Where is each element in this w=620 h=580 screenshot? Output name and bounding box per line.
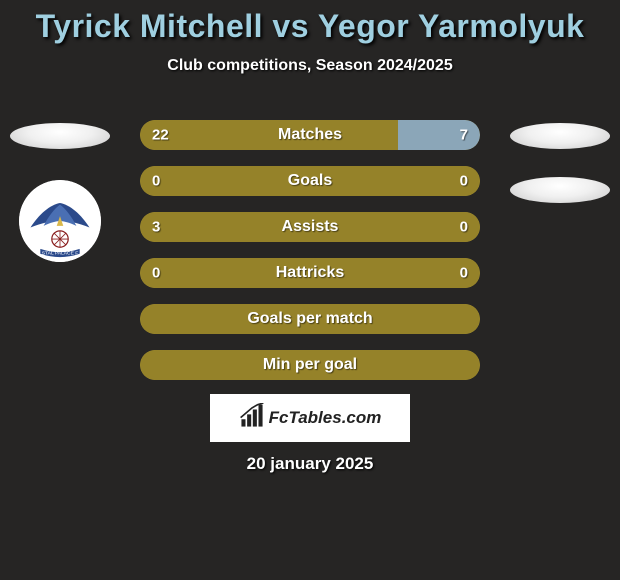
subtitle: Club competitions, Season 2024/2025 [0,57,620,75]
stat-row: Hattricks 0 0 [140,258,480,288]
stat-row: Goals 0 0 [140,166,480,196]
stat-value-left: 0 [152,173,160,190]
svg-text:STAL PALACE F: STAL PALACE F [42,251,78,257]
stat-value-left: 0 [152,265,160,282]
page-title: Tyrick Mitchell vs Yegor Yarmolyuk [0,0,620,45]
player-right-placeholder-2 [510,177,610,203]
stat-value-right: 0 [460,265,468,282]
brand-chart-icon [239,403,265,434]
stat-label: Min per goal [263,356,357,374]
brand-text: FcTables.com [269,408,382,428]
stat-label: Matches [278,126,342,144]
stat-row: Assists 3 0 [140,212,480,242]
stat-value-left: 3 [152,219,160,236]
brand-box: FcTables.com [210,394,410,442]
comparison-bars: Matches227Goals00Assists30Hattricks00Goa… [140,120,480,396]
club-badge-left: STAL PALACE F [19,180,101,262]
player-left-placeholder [10,123,110,149]
stat-value-right: 7 [460,127,468,144]
stat-label: Goals [288,172,332,190]
stat-row: Min per goal [140,350,480,380]
stat-label: Assists [282,218,339,236]
date-label: 20 january 2025 [0,454,620,474]
stat-label: Goals per match [247,310,372,328]
stat-label: Hattricks [276,264,344,282]
stat-value-left: 22 [152,127,169,144]
stat-row: Goals per match [140,304,480,334]
stat-row: Matches 22 7 [140,120,480,150]
player-right-placeholder-1 [510,123,610,149]
stat-value-right: 0 [460,219,468,236]
stat-value-right: 0 [460,173,468,190]
